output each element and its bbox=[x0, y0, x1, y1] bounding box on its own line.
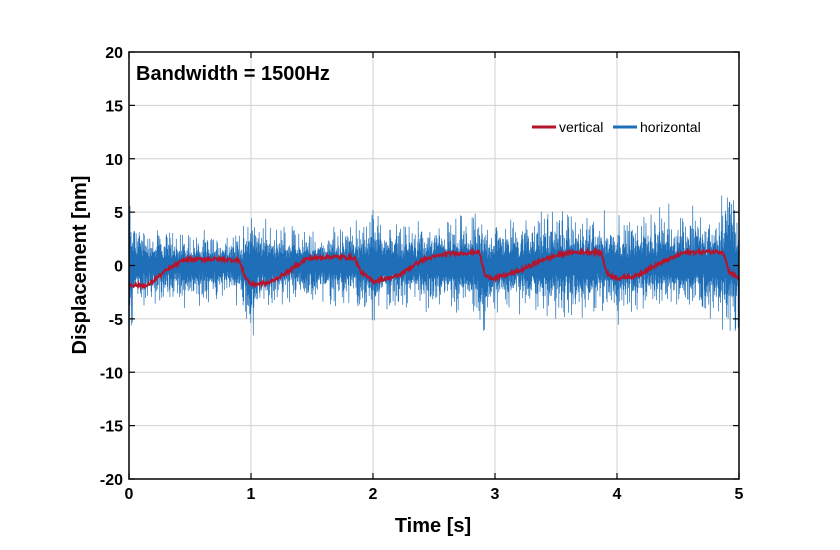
y-tick-label: 20 bbox=[105, 45, 123, 62]
x-tick-label: 1 bbox=[247, 486, 256, 503]
x-tick-label: 3 bbox=[491, 486, 500, 503]
y-tick-label: 0 bbox=[114, 259, 123, 276]
legend-vertical-label: vertical bbox=[559, 119, 603, 135]
bandwidth-annotation: Bandwidth = 1500Hz bbox=[136, 63, 330, 85]
y-tick-label: 5 bbox=[114, 205, 123, 222]
y-tick-label: -20 bbox=[100, 472, 123, 489]
x-tick-label: 2 bbox=[369, 486, 378, 503]
y-tick-label: -15 bbox=[100, 419, 123, 436]
ticks: 0 1 2 3 4 5 -20 -15 -10 -5 0 5 10 15 20 bbox=[100, 45, 744, 503]
series-horizontal-line bbox=[128, 195, 740, 339]
legend-horizontal-label: horizontal bbox=[640, 119, 701, 135]
series-vertical-line bbox=[128, 246, 740, 290]
legend: vertical horizontal bbox=[532, 119, 701, 135]
x-tick-label: 0 bbox=[125, 486, 134, 503]
x-tick-label: 5 bbox=[735, 486, 744, 503]
y-tick-label: 15 bbox=[105, 98, 123, 115]
y-tick-label: -5 bbox=[109, 312, 123, 329]
x-axis-title: Time [s] bbox=[395, 515, 471, 537]
y-tick-label: -10 bbox=[100, 365, 123, 382]
x-tick-label: 4 bbox=[613, 486, 622, 503]
y-tick-label: 10 bbox=[105, 152, 123, 169]
plot-area bbox=[128, 195, 740, 339]
y-axis-title: Displacement [nm] bbox=[69, 176, 91, 355]
